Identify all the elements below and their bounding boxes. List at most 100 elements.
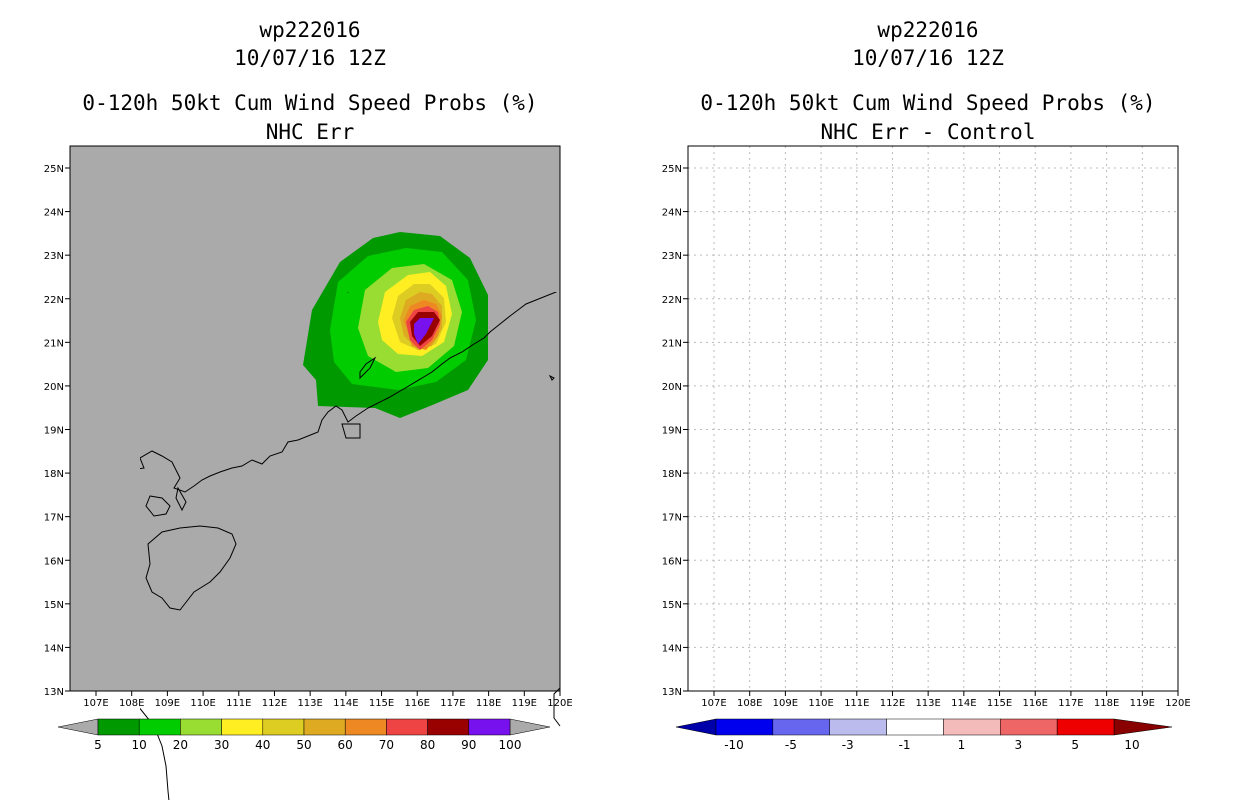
colorbar-label: -3 (842, 738, 854, 752)
left-storm-id: wp222016 (259, 18, 361, 42)
lat-label: 22N (662, 295, 682, 306)
left-datetime: 10/07/16 12Z (234, 46, 386, 70)
colorbar-label: 10 (132, 738, 147, 752)
left-probability-contours (303, 232, 488, 418)
left-product-title: 0-120h 50kt Cum Wind Speed Probs (%) (82, 91, 538, 115)
lat-label: 24N (44, 208, 64, 219)
right-map-frame (687, 145, 1179, 692)
lat-label: 16N (662, 556, 682, 567)
left-map-frame (69, 145, 561, 692)
colorbar-swatch (97, 718, 140, 736)
lon-label: 119E (512, 698, 537, 709)
lon-label: 117E (440, 698, 465, 709)
colorbar-label: 1 (958, 738, 966, 752)
colorbar-swatch (943, 718, 1001, 736)
coastline-segment (145, 495, 171, 517)
colorbar-label: 90 (461, 738, 476, 752)
right-datetime: 10/07/16 12Z (852, 46, 1004, 70)
lon-label: 117E (1058, 698, 1083, 709)
lon-label: 114E (951, 698, 976, 709)
colorbar-label: 3 (1014, 738, 1022, 752)
left-coastlines (70, 292, 561, 800)
colorbar-label: 60 (338, 738, 353, 752)
right-ocean-background (688, 146, 1178, 691)
lon-label: 109E (773, 698, 798, 709)
lon-label: 108E (737, 698, 762, 709)
right-storm-id: wp222016 (877, 18, 979, 42)
coastline-segment (359, 356, 377, 380)
left-ocean-background (70, 146, 560, 691)
lon-label: 111E (844, 698, 869, 709)
lat-label: 15N (662, 600, 682, 611)
lon-label: 110E (190, 698, 215, 709)
right-product-title: 0-120h 50kt Cum Wind Speed Probs (%) (700, 91, 1156, 115)
colorbar-swatch (829, 718, 887, 736)
colorbar-label: 20 (173, 738, 188, 752)
colorbar-right-arrow (509, 718, 551, 736)
lat-label: 15N (44, 600, 64, 611)
lon-label: 114E (333, 698, 358, 709)
right-subtitle: NHC Err - Control (820, 120, 1036, 144)
colorbar-label: -1 (899, 738, 911, 752)
lon-label: 118E (1094, 698, 1119, 709)
colorbar-swatch (303, 718, 346, 736)
colorbar-swatch (180, 718, 222, 736)
right-colorbar: -10 -5 -3 -1 1 3 5 10 (675, 718, 1173, 752)
lon-label: 120E (1165, 698, 1190, 709)
lon-label: 116E (405, 698, 430, 709)
lat-label: 24N (662, 208, 682, 219)
coastline-segment (140, 707, 170, 800)
lat-label: 23N (44, 251, 64, 262)
colorbar-swatch (427, 718, 470, 736)
lon-label: 110E (808, 698, 833, 709)
lat-label: 21N (44, 338, 64, 349)
lon-label: 120E (547, 698, 572, 709)
colorbar-label: 50 (296, 738, 311, 752)
prob-contour-90 (414, 318, 434, 344)
left-colorbar: 5 10 20 30 40 50 60 70 80 90 100 (57, 718, 551, 752)
colorbar-label: 30 (214, 738, 229, 752)
lat-label: 23N (662, 251, 682, 262)
left-subtitle: NHC Err (265, 120, 355, 144)
colorbar-swatch (1056, 718, 1115, 736)
colorbar-swatch (772, 718, 830, 736)
colorbar-swatch (386, 718, 428, 736)
colorbar-label: 70 (379, 738, 394, 752)
lon-label: 115E (987, 698, 1012, 709)
lat-label: 17N (662, 513, 682, 524)
lat-label: 19N (662, 426, 682, 437)
colorbar-swatch (1000, 718, 1058, 736)
lat-label: 18N (44, 469, 64, 480)
lat-label: 20N (44, 382, 64, 393)
colorbar-label: 10 (1124, 738, 1139, 752)
lon-label: 115E (369, 698, 394, 709)
colorbar-label: 40 (255, 738, 270, 752)
colorbar-label: 5 (94, 738, 102, 752)
colorbar-left-arrow (675, 718, 717, 736)
colorbar-label: 5 (1071, 738, 1079, 752)
colorbar-left-arrow (57, 718, 99, 736)
lat-label: 16N (44, 556, 64, 567)
lat-label: 13N (44, 687, 64, 698)
lon-label: 119E (1130, 698, 1155, 709)
left-map-panel: 25N 24N 23N 22N 21N 20N 19N 18N 17N 16N 15N 14N 13N 1… (44, 145, 573, 800)
colorbar-label: -5 (785, 738, 797, 752)
colorbar-swatch (221, 718, 264, 736)
colorbar-swatch (715, 718, 774, 736)
lon-label: 111E (226, 698, 251, 709)
lon-label: 112E (880, 698, 905, 709)
colorbar-swatch (468, 718, 511, 736)
lon-label: 107E (701, 698, 726, 709)
lat-label: 20N (662, 382, 682, 393)
lat-label: 17N (44, 513, 64, 524)
lat-label: 19N (44, 426, 64, 437)
coastline-segment (70, 696, 114, 800)
lat-label: 22N (44, 295, 64, 306)
colorbar-label: 100 (499, 738, 522, 752)
coastline-segment (140, 292, 558, 493)
lon-label: 107E (83, 698, 108, 709)
left-axis-ticks: 25N 24N 23N 22N 21N 20N 19N 18N 17N 16N 15N 14N 13N 1… (44, 164, 573, 709)
lat-label: 25N (662, 164, 682, 175)
lon-label: 113E (915, 698, 940, 709)
